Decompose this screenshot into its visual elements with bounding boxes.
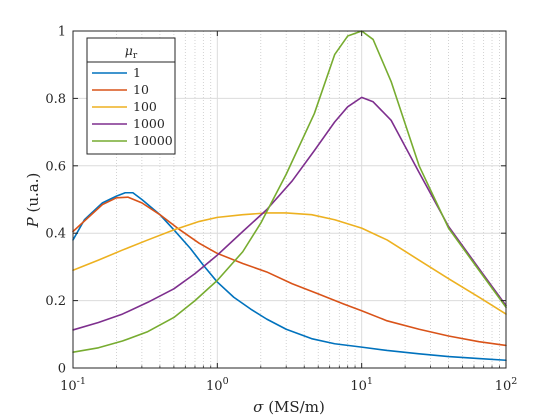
y-tick-label: 1	[58, 25, 66, 40]
x-tick-label: 10-1	[60, 376, 86, 394]
legend-label-10: 10	[133, 82, 149, 97]
x-tick-label-exponent: 1	[367, 376, 373, 387]
y-axis-title: P (u.a.)	[24, 173, 42, 229]
legend-title-symbol: μ	[125, 43, 133, 58]
y-axis-symbol: P	[24, 216, 42, 228]
x-tick-label-base: 10	[60, 379, 77, 394]
legend-label-10000: 10000	[133, 133, 173, 148]
legend-title-subscript: r	[133, 51, 138, 61]
y-tick-label: 0.6	[45, 159, 66, 174]
series-line-1	[72, 191, 507, 362]
x-tick-label-exponent: 2	[511, 376, 517, 387]
x-tick-label: 102	[495, 376, 518, 394]
series-line-10	[72, 196, 507, 347]
x-tick-label-base: 10	[350, 379, 367, 394]
x-tick-label-base: 10	[495, 379, 512, 394]
legend-label-1000: 1000	[133, 116, 165, 131]
x-tick-label-base: 10	[206, 379, 223, 394]
legend-label-1: 1	[133, 65, 141, 80]
x-tick-label: 100	[206, 376, 229, 394]
grid	[73, 31, 506, 368]
x-tick-label-exponent: 0	[223, 376, 229, 387]
legend: μr 1 10 100 1000 10000	[86, 37, 176, 155]
y-tick-label: 0.2	[45, 294, 66, 309]
series-line-1000	[72, 96, 507, 331]
x-axis-title: σ (MS/m)	[253, 398, 325, 416]
x-axis-unit: (MS/m)	[263, 398, 324, 416]
legend-box	[86, 37, 176, 155]
legend-label-100: 100	[133, 99, 157, 114]
legend-entries: 1 10 100 1000 10000	[92, 65, 173, 148]
x-tick-label: 101	[350, 376, 373, 394]
x-axis-symbol: σ	[253, 398, 264, 416]
legend-title: μr	[125, 43, 138, 61]
plot-frame	[72, 30, 507, 369]
y-tick-label: 0	[58, 362, 66, 377]
series-line-10000	[72, 30, 507, 353]
axes	[72, 30, 507, 369]
y-axis-unit: (u.a.)	[24, 173, 42, 218]
series-line-100	[72, 212, 507, 315]
y-tick-label: 0.4	[45, 227, 66, 242]
y-tick-label: 0.8	[45, 92, 66, 107]
x-tick-label-exponent: -1	[77, 376, 86, 387]
series-group	[72, 30, 507, 362]
